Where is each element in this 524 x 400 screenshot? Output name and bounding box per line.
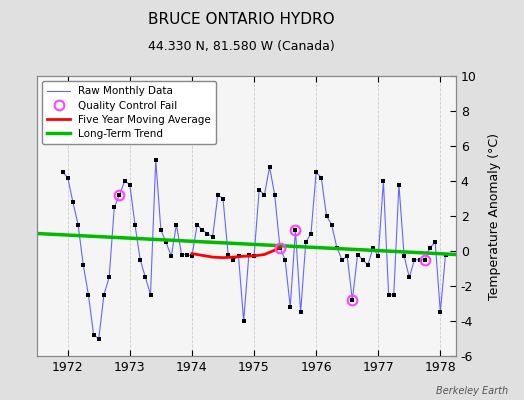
Line: Five Year Moving Average: Five Year Moving Average: [192, 248, 280, 258]
Quality Control Fail: [422, 257, 428, 262]
Raw Monthly Data: [442, 252, 449, 257]
Five Year Moving Average: [251, 254, 257, 258]
Raw Monthly Data: [359, 257, 366, 262]
Five Year Moving Average: [189, 251, 195, 256]
Five Year Moving Average: [261, 252, 268, 257]
Five Year Moving Average: [277, 245, 283, 250]
Text: Berkeley Earth: Berkeley Earth: [436, 386, 508, 396]
Line: Raw Monthly Data: Raw Monthly Data: [62, 160, 445, 338]
Raw Monthly Data: [152, 158, 159, 162]
Quality Control Fail: [292, 228, 299, 232]
Text: 44.330 N, 81.580 W (Canada): 44.330 N, 81.580 W (Canada): [148, 40, 334, 53]
Five Year Moving Average: [271, 248, 278, 252]
Quality Control Fail: [277, 245, 283, 250]
Five Year Moving Average: [220, 255, 226, 260]
Raw Monthly Data: [411, 257, 418, 262]
Raw Monthly Data: [59, 170, 66, 175]
Quality Control Fail: [349, 298, 355, 302]
Legend: Raw Monthly Data, Quality Control Fail, Five Year Moving Average, Long-Term Tren: Raw Monthly Data, Quality Control Fail, …: [42, 81, 216, 144]
Five Year Moving Average: [241, 254, 247, 259]
Raw Monthly Data: [96, 336, 102, 341]
Y-axis label: Temperature Anomaly (°C): Temperature Anomaly (°C): [488, 132, 501, 300]
Text: BRUCE ONTARIO HYDRO: BRUCE ONTARIO HYDRO: [148, 12, 334, 27]
Line: Quality Control Fail: Quality Control Fail: [115, 190, 430, 305]
Five Year Moving Average: [199, 253, 205, 258]
Quality Control Fail: [116, 193, 123, 198]
Raw Monthly Data: [386, 292, 392, 297]
Raw Monthly Data: [370, 245, 376, 250]
Five Year Moving Average: [210, 255, 216, 260]
Five Year Moving Average: [230, 255, 236, 260]
Raw Monthly Data: [375, 254, 381, 259]
Raw Monthly Data: [91, 333, 97, 338]
